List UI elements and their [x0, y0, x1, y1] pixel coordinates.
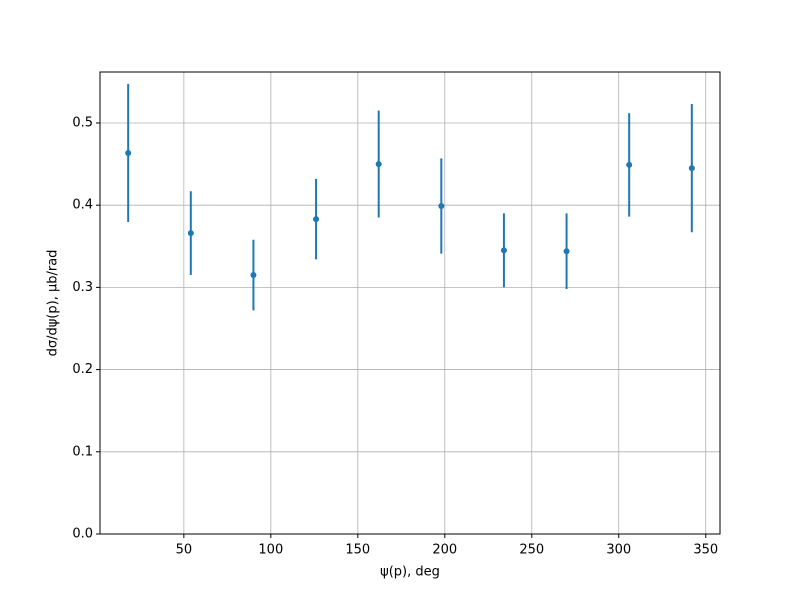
data-point: [688, 165, 695, 172]
data-point: [563, 248, 570, 255]
data-point: [187, 230, 194, 237]
data-point: [375, 161, 382, 168]
x-tick-label: 250: [519, 543, 544, 558]
data-point: [250, 272, 257, 279]
y-tick-label: 0.0: [72, 527, 93, 542]
x-axis-label: ψ(p), deg: [380, 565, 440, 580]
x-tick-label: 300: [606, 543, 631, 558]
x-tick-label: 50: [176, 543, 193, 558]
data-point: [125, 149, 132, 156]
data-point: [438, 202, 445, 209]
data-point: [500, 247, 507, 254]
y-tick-label: 0.3: [72, 280, 93, 295]
y-tick-label: 0.5: [72, 115, 93, 130]
plot-frame: [99, 71, 721, 535]
data-point: [626, 161, 633, 168]
x-tick-label: 100: [258, 543, 283, 558]
x-tick-label: 350: [693, 543, 718, 558]
y-axis-label: dσ/dψ(p), μb/rad: [46, 250, 61, 357]
x-tick-label: 150: [345, 543, 370, 558]
x-tick-label: 200: [432, 543, 457, 558]
data-point: [313, 216, 320, 223]
y-tick-label: 0.2: [72, 362, 93, 377]
y-tick-label: 0.4: [72, 198, 93, 213]
y-tick-label: 0.1: [72, 444, 93, 459]
